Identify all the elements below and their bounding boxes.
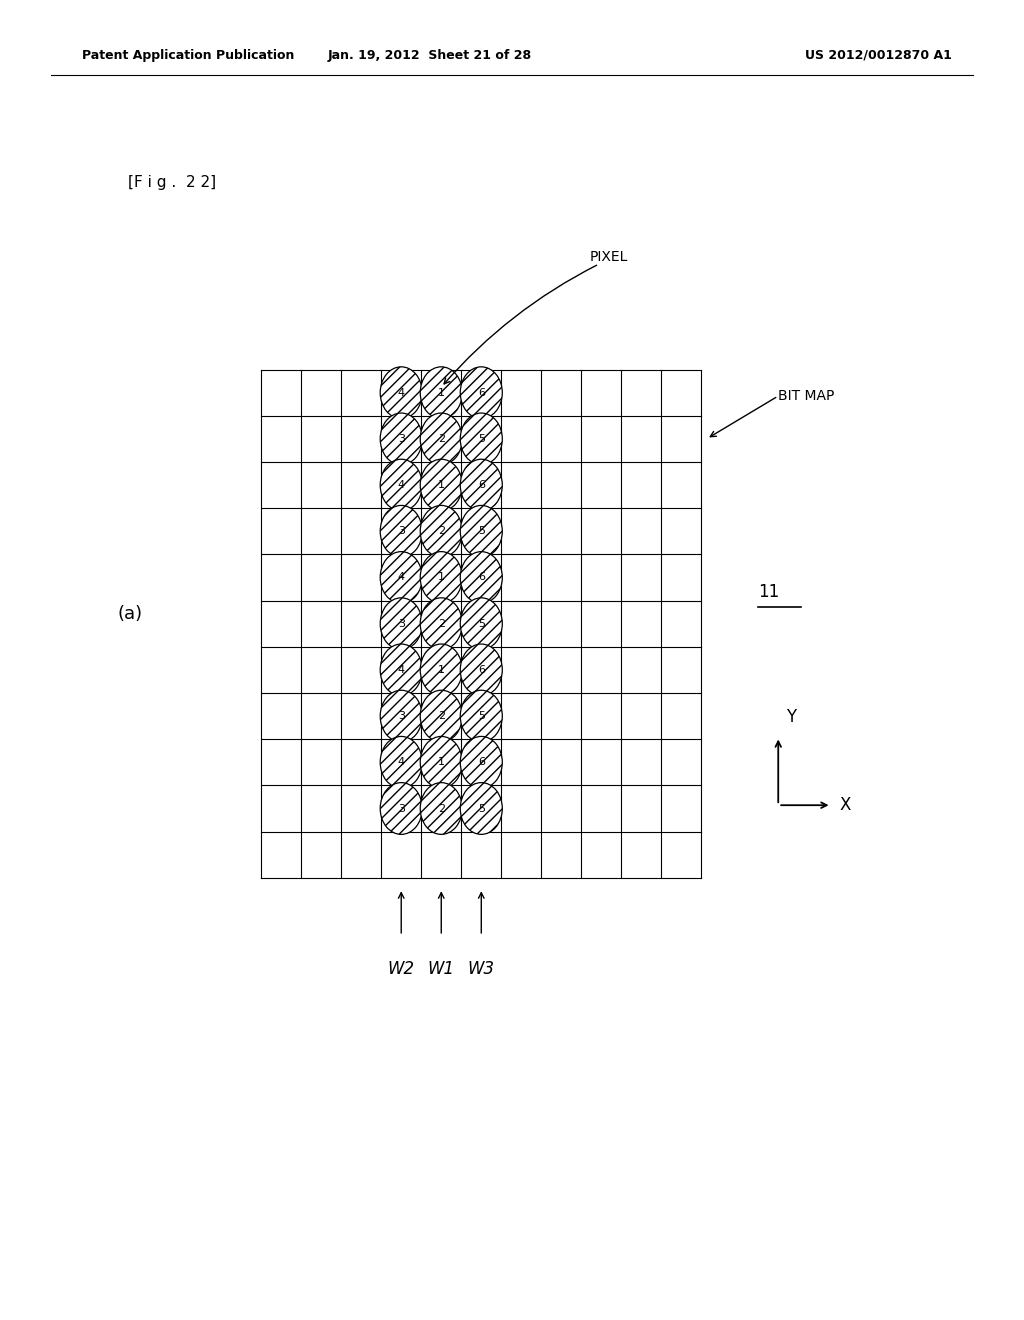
Text: 11: 11 bbox=[758, 582, 779, 601]
Text: 6: 6 bbox=[478, 758, 484, 767]
Text: [F i g .  2 2]: [F i g . 2 2] bbox=[128, 174, 216, 190]
Text: 6: 6 bbox=[478, 573, 484, 582]
Text: 1: 1 bbox=[437, 573, 444, 582]
Ellipse shape bbox=[460, 459, 503, 511]
Text: Jan. 19, 2012  Sheet 21 of 28: Jan. 19, 2012 Sheet 21 of 28 bbox=[328, 49, 532, 62]
Text: 1: 1 bbox=[437, 480, 444, 490]
Text: US 2012/0012870 A1: US 2012/0012870 A1 bbox=[806, 49, 952, 62]
Text: W3: W3 bbox=[468, 960, 495, 978]
Text: 1: 1 bbox=[437, 388, 444, 397]
Text: W2: W2 bbox=[388, 960, 415, 978]
Text: 2: 2 bbox=[437, 434, 444, 444]
Text: 5: 5 bbox=[478, 619, 484, 628]
Ellipse shape bbox=[460, 783, 503, 834]
Ellipse shape bbox=[420, 506, 462, 557]
Text: 1: 1 bbox=[437, 758, 444, 767]
Ellipse shape bbox=[380, 644, 422, 696]
Ellipse shape bbox=[380, 506, 422, 557]
Ellipse shape bbox=[380, 690, 422, 742]
Ellipse shape bbox=[460, 552, 503, 603]
Text: 3: 3 bbox=[397, 804, 404, 813]
Text: PIXEL: PIXEL bbox=[590, 249, 629, 264]
Text: Patent Application Publication: Patent Application Publication bbox=[82, 49, 294, 62]
Ellipse shape bbox=[460, 413, 503, 465]
Text: 4: 4 bbox=[397, 388, 404, 397]
Ellipse shape bbox=[460, 690, 503, 742]
Text: 6: 6 bbox=[478, 480, 484, 490]
Ellipse shape bbox=[460, 598, 503, 649]
Text: Y: Y bbox=[786, 708, 797, 726]
Text: 3: 3 bbox=[397, 434, 404, 444]
Text: W1: W1 bbox=[428, 960, 455, 978]
Ellipse shape bbox=[460, 737, 503, 788]
Ellipse shape bbox=[420, 367, 462, 418]
Ellipse shape bbox=[420, 552, 462, 603]
Text: 2: 2 bbox=[437, 619, 444, 628]
Text: 5: 5 bbox=[478, 711, 484, 721]
Ellipse shape bbox=[420, 737, 462, 788]
Text: (a): (a) bbox=[118, 605, 143, 623]
Ellipse shape bbox=[380, 367, 422, 418]
Text: 3: 3 bbox=[397, 527, 404, 536]
Text: BIT MAP: BIT MAP bbox=[778, 389, 835, 403]
Ellipse shape bbox=[460, 367, 503, 418]
Ellipse shape bbox=[380, 552, 422, 603]
Ellipse shape bbox=[420, 783, 462, 834]
Text: 2: 2 bbox=[437, 711, 444, 721]
Ellipse shape bbox=[420, 598, 462, 649]
Text: 6: 6 bbox=[478, 665, 484, 675]
Text: 5: 5 bbox=[478, 434, 484, 444]
Ellipse shape bbox=[420, 413, 462, 465]
Text: X: X bbox=[840, 796, 851, 814]
Ellipse shape bbox=[420, 459, 462, 511]
Text: 2: 2 bbox=[437, 804, 444, 813]
Ellipse shape bbox=[380, 783, 422, 834]
Text: 3: 3 bbox=[397, 711, 404, 721]
Text: 6: 6 bbox=[478, 388, 484, 397]
Text: 4: 4 bbox=[397, 480, 404, 490]
Text: 4: 4 bbox=[397, 573, 404, 582]
Text: 5: 5 bbox=[478, 804, 484, 813]
Text: 4: 4 bbox=[397, 758, 404, 767]
Text: 3: 3 bbox=[397, 619, 404, 628]
Ellipse shape bbox=[380, 598, 422, 649]
Ellipse shape bbox=[380, 459, 422, 511]
Ellipse shape bbox=[420, 644, 462, 696]
Text: 4: 4 bbox=[397, 665, 404, 675]
Ellipse shape bbox=[460, 644, 503, 696]
Ellipse shape bbox=[460, 506, 503, 557]
Ellipse shape bbox=[380, 737, 422, 788]
Ellipse shape bbox=[380, 413, 422, 465]
Text: 5: 5 bbox=[478, 527, 484, 536]
Text: 2: 2 bbox=[437, 527, 444, 536]
Ellipse shape bbox=[420, 690, 462, 742]
Text: 1: 1 bbox=[437, 665, 444, 675]
